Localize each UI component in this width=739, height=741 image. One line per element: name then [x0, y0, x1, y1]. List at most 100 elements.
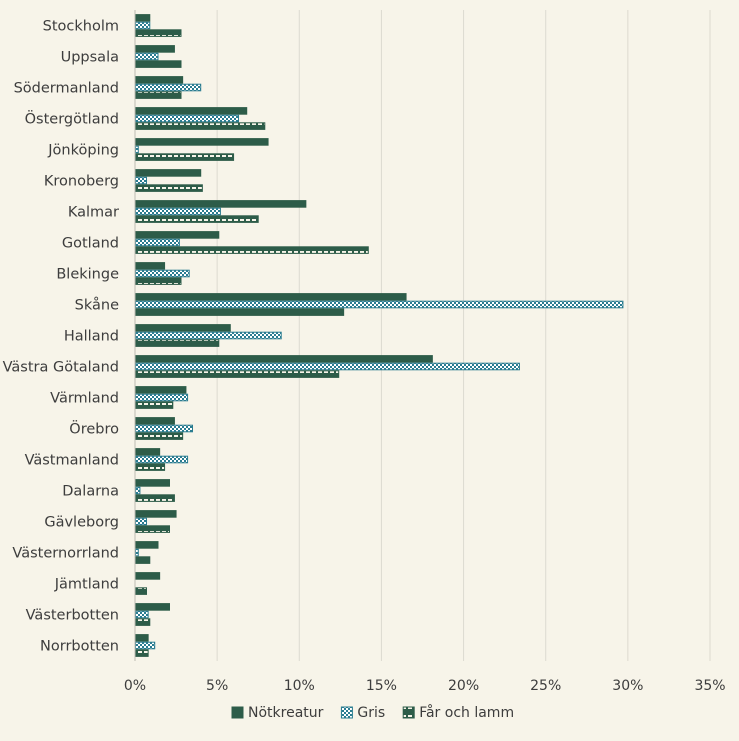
bar-checker: [135, 486, 141, 495]
bar-checker: [135, 517, 147, 526]
bar-solid: [135, 107, 248, 115]
bar-solid: [135, 386, 187, 394]
bar-solid: [135, 45, 175, 53]
y-category-label: Norrbotten: [40, 639, 119, 655]
bar-solid: [135, 448, 161, 456]
bar-dashed: [135, 29, 182, 37]
bar-checker: [135, 455, 189, 464]
x-tick-label: 10%: [284, 678, 315, 694]
y-category-label: Blekinge: [56, 267, 119, 283]
bar-solid: [135, 541, 159, 549]
bar-solid: [135, 417, 175, 425]
bar-dashed: [135, 463, 166, 471]
y-category-label: Västernorrland: [12, 546, 119, 562]
y-category-label: Skåne: [75, 297, 119, 314]
legend-label: Får och lamm: [419, 704, 514, 721]
bar-solid: [135, 169, 202, 177]
axes: 0% 5% 10% 15% 20% 25% 30% 35% Stockholm Uppsala Sö…: [3, 10, 726, 694]
bar-dashed: [135, 153, 235, 161]
bar-checker: [135, 269, 190, 278]
bar-dashed: [135, 246, 369, 254]
bar-dashed: [135, 432, 184, 440]
bar-checker: [135, 52, 159, 61]
bar-solid: [135, 293, 407, 301]
bar-dashed: [135, 525, 170, 533]
y-category-label: Kalmar: [68, 205, 119, 221]
bar-solid: [135, 510, 177, 518]
legend-swatch: [231, 706, 244, 719]
x-tick-label: 25%: [530, 678, 561, 694]
y-category-label: Halland: [64, 329, 119, 345]
bar-checker: [135, 238, 180, 247]
bar-checker: [135, 362, 520, 371]
bar-checker: [135, 300, 624, 309]
y-category-label: Jönköping: [47, 143, 119, 159]
legend-swatch: [402, 706, 415, 719]
bar-dashed: [135, 618, 151, 626]
bar-checker: [135, 424, 193, 433]
y-category-label: Södermanland: [14, 81, 119, 97]
bar-dashed: [135, 122, 266, 130]
legend-label: Nötkreatur: [248, 705, 324, 721]
bar-solid: [135, 634, 149, 642]
bar-dashed: [135, 370, 340, 378]
bar-checker: [135, 21, 151, 30]
y-category-label: Östergötland: [25, 110, 119, 128]
bar-dashed: [135, 556, 151, 564]
bar-solid: [135, 355, 433, 363]
y-category-label: Stockholm: [43, 19, 119, 35]
bar-checker: [135, 114, 239, 123]
bar-checker: [135, 145, 139, 154]
legend-label: Gris: [357, 705, 385, 721]
bar-solid: [135, 231, 220, 239]
x-tick-label: 15%: [366, 678, 397, 694]
bar-dashed: [135, 339, 220, 347]
bar-solid: [135, 262, 166, 270]
x-tick-label: 35%: [694, 678, 725, 694]
bar-dashed: [135, 60, 182, 68]
bar-checker: [135, 207, 221, 216]
y-category-label: Kronoberg: [44, 174, 119, 190]
bar-dashed: [135, 494, 175, 502]
legend: Nötkreatur Gris Får och lamm: [231, 704, 514, 721]
y-category-label: Örebro: [69, 420, 119, 438]
x-tick-label: 20%: [448, 678, 479, 694]
bar-checker: [135, 176, 147, 185]
bar-checker: [135, 393, 189, 402]
bar-solid: [135, 138, 269, 146]
y-category-label: Uppsala: [61, 50, 119, 66]
bar-dashed: [135, 277, 182, 285]
bar-dashed: [135, 91, 182, 99]
y-category-label: Västra Götaland: [3, 360, 119, 376]
grid-lines: [216, 10, 711, 661]
bar-dashed: [135, 587, 147, 595]
x-tick-label: 5%: [206, 678, 228, 694]
bar-solid: [135, 572, 161, 580]
bar-solid: [135, 324, 231, 332]
bar-checker: [135, 548, 139, 557]
bar-dashed: [135, 401, 174, 409]
bar-solid: [135, 14, 151, 22]
x-tick-label: 30%: [612, 678, 643, 694]
bars: [135, 14, 624, 657]
y-category-label: Västmanland: [25, 453, 119, 469]
y-category-label: Dalarna: [62, 484, 119, 500]
bar-checker: [135, 331, 282, 340]
bar-solid: [135, 76, 184, 84]
bar-solid: [135, 200, 307, 208]
bar-dashed: [135, 649, 149, 657]
y-category-label: Gävleborg: [44, 515, 119, 531]
bar-solid: [135, 479, 170, 487]
bar-solid: [135, 603, 170, 611]
bar-checker: [135, 641, 156, 650]
y-category-label: Gotland: [62, 236, 119, 252]
bar-checker: [135, 83, 202, 92]
x-tick-label: 0%: [124, 678, 146, 694]
bar-checker: [135, 610, 149, 619]
bar-dashed: [135, 184, 203, 192]
bar-dashed: [135, 308, 345, 316]
legend-swatch: [340, 706, 353, 719]
y-category-label: Västerbotten: [26, 608, 119, 624]
